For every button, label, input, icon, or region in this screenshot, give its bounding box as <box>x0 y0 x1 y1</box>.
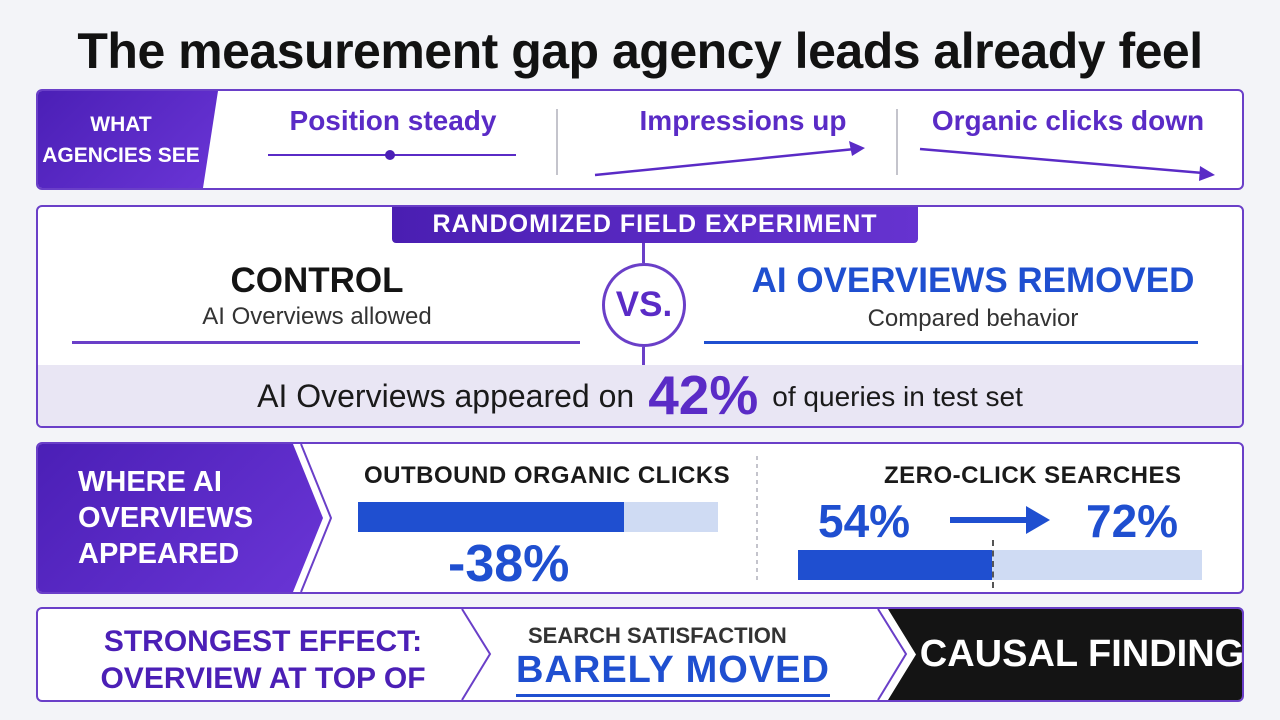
stat-prefix: AI Overviews appeared on <box>257 378 635 414</box>
chevron-divider-1 <box>461 609 492 700</box>
vs-stem-top <box>642 243 645 263</box>
outbound-clicks-bar-fill <box>358 502 625 532</box>
organic-clicks-down-label: Organic clicks down <box>931 105 1205 136</box>
chevron-outline <box>300 444 333 592</box>
dashed-divider <box>756 456 758 582</box>
search-satisfaction-title: SEARCH SATISFACTION <box>528 623 787 648</box>
organic-clicks-down-arrow <box>919 147 1215 181</box>
field-experiment-panel: RANDOMIZED FIELD EXPERIMENT CONTROL AI O… <box>36 205 1244 428</box>
zero-click-arrow <box>950 506 1050 534</box>
position-steady-line <box>268 150 516 160</box>
control-heading: CONTROL <box>230 261 404 300</box>
where-ai-overviews-label: WHERE AI OVERVIEWS APPEARED <box>38 444 323 592</box>
removed-subtitle: Compared behavior <box>867 305 1079 332</box>
stat-line: AI Overviews appeared on 42% of queries … <box>38 363 1242 426</box>
outbound-clicks-title: OUTBOUND ORGANIC CLICKS <box>364 462 731 489</box>
divider <box>556 109 558 175</box>
outbound-clicks-value: -38% <box>448 535 570 593</box>
zero-click-to: 72% <box>1086 495 1179 547</box>
control-underline <box>72 341 580 344</box>
causal-finding-block: CAUSAL FINDING <box>888 609 1242 700</box>
barely-moved-text: BARELY MOVED <box>516 649 830 697</box>
what-agencies-see-label: WHAT AGENCIES SEE <box>38 91 218 188</box>
removed-underline <box>704 341 1198 344</box>
vs-circle: VS. <box>602 263 686 347</box>
control-subtitle: AI Overviews allowed <box>202 303 432 330</box>
zero-click-bar-marker <box>991 540 994 588</box>
zero-click-title: ZERO-CLICK SEARCHES <box>884 462 1182 489</box>
findings-panel: STRONGEST EFFECT: OVERVIEW AT TOP OF PAG… <box>36 607 1244 702</box>
zero-click-from: 54% <box>818 495 911 547</box>
zero-click-bar-fill <box>798 550 992 580</box>
removed-heading: AI OVERVIEWS REMOVED <box>751 261 1195 300</box>
where-ai-overviews-appeared-panel: WHERE AI OVERVIEWS APPEARED OUTBOUND ORG… <box>36 442 1244 594</box>
strongest-effect-text: STRONGEST EFFECT: OVERVIEW AT TOP OF PAG… <box>100 625 426 700</box>
stat-value: 42% <box>648 363 759 426</box>
experiment-badge: RANDOMIZED FIELD EXPERIMENT <box>392 207 918 243</box>
vs-stem-bottom <box>642 347 645 367</box>
stat-band <box>38 365 1242 426</box>
divider <box>896 109 898 175</box>
impressions-up-label: Impressions up <box>639 105 847 136</box>
stat-suffix: of queries in test set <box>772 380 1023 412</box>
where-ai-overviews-label-text: WHERE AI OVERVIEWS APPEARED <box>78 466 254 570</box>
position-steady-label: Position steady <box>289 105 497 136</box>
what-agencies-see-panel: WHAT AGENCIES SEE Position steady Impres… <box>36 89 1244 190</box>
impressions-up-arrow <box>594 141 865 177</box>
page-title: The measurement gap agency leads already… <box>77 23 1203 79</box>
chevron-divider-2 <box>877 609 908 700</box>
